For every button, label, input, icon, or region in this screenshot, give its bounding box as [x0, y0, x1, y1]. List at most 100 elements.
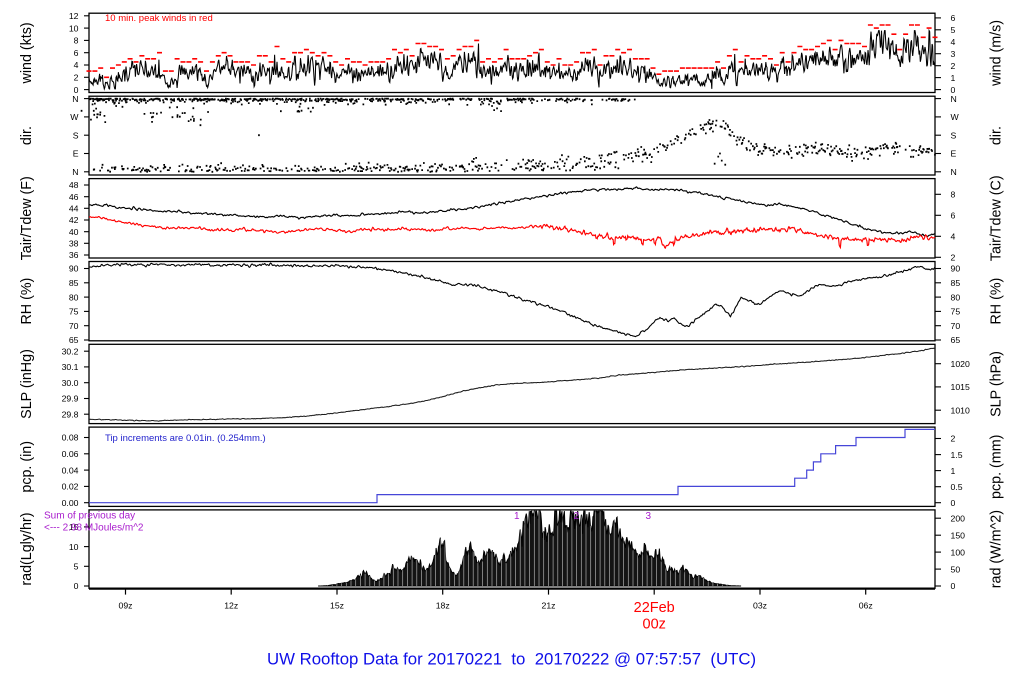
svg-text:W: W: [951, 112, 960, 122]
svg-text:06z: 06z: [859, 601, 873, 611]
svg-text:46: 46: [69, 192, 79, 202]
svg-text:90: 90: [951, 264, 961, 274]
svg-text:1: 1: [514, 511, 520, 522]
svg-text:wind (kts): wind (kts): [19, 22, 35, 84]
svg-text:0.02: 0.02: [62, 482, 79, 492]
svg-text:1: 1: [951, 73, 956, 83]
svg-text:85: 85: [951, 278, 961, 288]
svg-text:Tip increments are 0.01in. (0.: Tip increments are 0.01in. (0.254mm.): [105, 433, 266, 444]
svg-text:Sum of previous day: Sum of previous day: [44, 511, 135, 522]
svg-text:10 min. peak winds in red: 10 min. peak winds in red: [105, 13, 213, 24]
svg-text:1: 1: [951, 466, 956, 476]
svg-text:RH (%): RH (%): [19, 278, 35, 325]
svg-text:RH (%): RH (%): [989, 278, 1005, 325]
svg-text:42: 42: [69, 215, 79, 225]
svg-text:8: 8: [951, 190, 956, 200]
svg-text:N: N: [72, 94, 78, 104]
svg-text:10: 10: [69, 23, 79, 33]
svg-text:8: 8: [74, 36, 79, 46]
svg-text:48: 48: [69, 180, 79, 190]
svg-text:S: S: [951, 130, 957, 140]
svg-text:rad (W/m^2): rad (W/m^2): [989, 510, 1005, 588]
svg-text:0: 0: [951, 581, 956, 591]
svg-text:E: E: [951, 149, 957, 159]
svg-text:75: 75: [69, 307, 79, 317]
svg-text:2: 2: [574, 511, 580, 522]
svg-text:40: 40: [69, 227, 79, 237]
svg-text:2: 2: [951, 253, 956, 263]
svg-text:E: E: [73, 149, 79, 159]
svg-text:1010: 1010: [951, 405, 970, 415]
svg-text:65: 65: [69, 335, 79, 345]
svg-text:0.08: 0.08: [62, 433, 79, 443]
svg-text:10: 10: [69, 542, 79, 552]
svg-text:SLP (hPa): SLP (hPa): [989, 351, 1005, 417]
svg-text:70: 70: [951, 321, 961, 331]
svg-text:12: 12: [69, 11, 79, 21]
svg-text:3: 3: [646, 511, 652, 522]
svg-text:50: 50: [951, 564, 961, 574]
svg-text:5: 5: [74, 562, 79, 572]
svg-text:65: 65: [951, 335, 961, 345]
svg-text:2: 2: [951, 434, 956, 444]
svg-text:0: 0: [951, 498, 956, 508]
svg-text:36: 36: [69, 250, 79, 260]
svg-text:09z: 09z: [118, 601, 132, 611]
svg-text:dir.: dir.: [19, 126, 35, 145]
svg-text:85: 85: [69, 278, 79, 288]
svg-text:0: 0: [74, 85, 79, 95]
svg-text:00z: 00z: [643, 617, 666, 633]
svg-text:22Feb: 22Feb: [634, 600, 675, 616]
svg-text:2: 2: [74, 73, 79, 83]
svg-text:90: 90: [69, 264, 79, 274]
svg-text:6: 6: [951, 13, 956, 23]
svg-text:0: 0: [74, 581, 79, 591]
svg-text:0.06: 0.06: [62, 449, 79, 459]
svg-text:75: 75: [951, 307, 961, 317]
svg-text:1.5: 1.5: [951, 450, 963, 460]
svg-text:38: 38: [69, 239, 79, 249]
svg-text:15z: 15z: [330, 601, 344, 611]
svg-text:15: 15: [69, 522, 79, 532]
svg-text:3: 3: [951, 49, 956, 59]
svg-text:W: W: [70, 112, 79, 122]
svg-text:4: 4: [74, 60, 79, 70]
svg-text:6: 6: [951, 211, 956, 221]
svg-text:29.8: 29.8: [62, 409, 79, 419]
svg-text:6: 6: [74, 48, 79, 58]
svg-text:44: 44: [69, 204, 79, 214]
svg-text:0.04: 0.04: [62, 465, 79, 475]
svg-text:pcp. (in): pcp. (in): [19, 441, 35, 493]
svg-text:0: 0: [951, 85, 956, 95]
svg-text:03z: 03z: [753, 601, 767, 611]
svg-text:18z: 18z: [436, 601, 450, 611]
svg-text:150: 150: [951, 530, 966, 540]
svg-text:<--- 2.98 MJoules/m^2: <--- 2.98 MJoules/m^2: [44, 523, 144, 534]
svg-text:1015: 1015: [951, 382, 970, 392]
svg-text:N: N: [951, 94, 957, 104]
svg-text:N: N: [951, 167, 957, 177]
svg-text:pcp. (mm): pcp. (mm): [989, 435, 1005, 499]
svg-text:30.0: 30.0: [62, 378, 79, 388]
svg-text:0.5: 0.5: [951, 482, 963, 492]
svg-text:Tair/Tdew (F): Tair/Tdew (F): [19, 176, 35, 260]
svg-text:S: S: [73, 130, 79, 140]
svg-text:Tair/Tdew (C): Tair/Tdew (C): [989, 175, 1005, 261]
svg-text:100: 100: [951, 547, 966, 557]
svg-text:12z: 12z: [224, 601, 238, 611]
svg-text:wind (m/s): wind (m/s): [989, 20, 1005, 87]
svg-text:2: 2: [951, 61, 956, 71]
svg-text:0.00: 0.00: [62, 498, 79, 508]
svg-text:4: 4: [951, 37, 956, 47]
svg-text:UW Rooftop Data for 20170221: UW Rooftop Data for 20170221 to 20170222…: [267, 650, 756, 669]
svg-text:dir.: dir.: [989, 126, 1005, 145]
svg-text:29.9: 29.9: [62, 394, 79, 404]
svg-text:30.2: 30.2: [62, 346, 79, 356]
svg-text:21z: 21z: [541, 601, 555, 611]
svg-text:5: 5: [951, 25, 956, 35]
svg-text:80: 80: [69, 292, 79, 302]
svg-text:rad(Lgly/hr): rad(Lgly/hr): [19, 513, 35, 586]
svg-text:70: 70: [69, 321, 79, 331]
svg-text:1020: 1020: [951, 359, 970, 369]
svg-text:80: 80: [951, 292, 961, 302]
